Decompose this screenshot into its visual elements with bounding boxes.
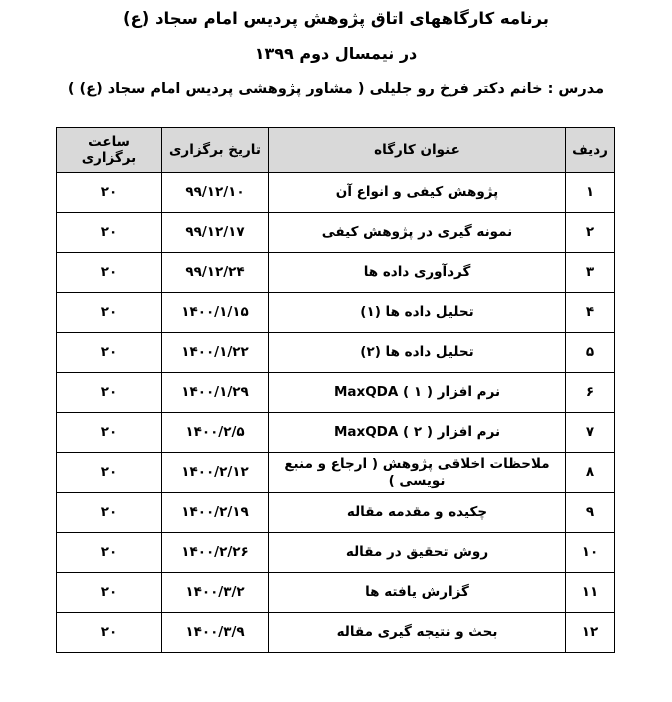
cell-row-index: ۲ xyxy=(565,212,615,253)
document-heading: برنامه کارگاههای اتاق پژوهش پردیس امام س… xyxy=(0,0,672,98)
cell-workshop-hours: ۲۰ xyxy=(56,252,162,293)
schedule-table-container: ردیف عنوان کارگاه تاریخ برگزاری ساعت برگ… xyxy=(56,127,615,653)
table-row: ۷ نرم افزار MaxQDA ( ۲ ) ۱۴۰۰/۲/۵ ۲۰ xyxy=(56,412,615,453)
table-row: ۳ گردآوری داده ها ۹۹/۱۲/۲۴ ۲۰ xyxy=(56,252,615,293)
cell-workshop-date: ۱۴۰۰/۲/۱۲ xyxy=(161,452,269,493)
cell-workshop-title: تحلیل داده ها (۱) xyxy=(268,292,566,333)
cell-workshop-title: روش تحقیق در مقاله xyxy=(268,532,566,573)
cell-workshop-date: ۱۴۰۰/۲/۲۶ xyxy=(161,532,269,573)
table-row: ۲ نمونه گیری در پژوهش کیفی ۹۹/۱۲/۱۷ ۲۰ xyxy=(56,212,615,253)
cell-workshop-hours: ۲۰ xyxy=(56,372,162,413)
document-title-semester: در نیمسال دوم ۱۳۹۹ xyxy=(254,43,418,63)
table-row: ۴ تحلیل داده ها (۱) ۱۴۰۰/۱/۱۵ ۲۰ xyxy=(56,292,615,333)
workshop-schedule-table: ردیف عنوان کارگاه تاریخ برگزاری ساعت برگ… xyxy=(56,127,615,653)
cell-row-index: ۱۱ xyxy=(565,572,615,613)
cell-workshop-date: ۱۴۰۰/۲/۱۹ xyxy=(161,492,269,533)
cell-workshop-hours: ۲۰ xyxy=(56,452,162,493)
cell-workshop-date: ۱۴۰۰/۲/۵ xyxy=(161,412,269,453)
cell-workshop-title: نرم افزار MaxQDA ( ۲ ) xyxy=(268,412,566,453)
cell-workshop-title: نرم افزار MaxQDA ( ۱ ) xyxy=(268,372,566,413)
cell-workshop-date: ۹۹/۱۲/۱۰ xyxy=(161,172,269,213)
column-header-index: ردیف xyxy=(565,127,615,173)
cell-workshop-date: ۱۴۰۰/۳/۲ xyxy=(161,572,269,613)
table-row: ۱۱ گزارش یافته ها ۱۴۰۰/۳/۲ ۲۰ xyxy=(56,572,615,613)
cell-workshop-date: ۹۹/۱۲/۱۷ xyxy=(161,212,269,253)
cell-workshop-date: ۱۴۰۰/۳/۹ xyxy=(161,612,269,653)
column-header-hours: ساعت برگزاری xyxy=(56,127,162,173)
cell-row-index: ۸ xyxy=(565,452,615,493)
cell-workshop-hours: ۲۰ xyxy=(56,572,162,613)
cell-workshop-title: چکیده و مقدمه مقاله xyxy=(268,492,566,533)
cell-row-index: ۴ xyxy=(565,292,615,333)
cell-row-index: ۵ xyxy=(565,332,615,373)
cell-workshop-hours: ۲۰ xyxy=(56,412,162,453)
table-header: ردیف عنوان کارگاه تاریخ برگزاری ساعت برگ… xyxy=(56,127,615,173)
table-row: ۱۰ روش تحقیق در مقاله ۱۴۰۰/۲/۲۶ ۲۰ xyxy=(56,532,615,573)
cell-workshop-title: گزارش یافته ها xyxy=(268,572,566,613)
cell-row-index: ۶ xyxy=(565,372,615,413)
cell-workshop-title: گردآوری داده ها xyxy=(268,252,566,293)
column-header-title: عنوان کارگاه xyxy=(268,127,566,173)
cell-workshop-date: ۹۹/۱۲/۲۴ xyxy=(161,252,269,293)
cell-workshop-title: پژوهش کیفی و انواع آن xyxy=(268,172,566,213)
table-header-row: ردیف عنوان کارگاه تاریخ برگزاری ساعت برگ… xyxy=(56,127,615,173)
table-row: ۵ تحلیل داده ها (۲) ۱۴۰۰/۱/۲۲ ۲۰ xyxy=(56,332,615,373)
cell-workshop-title: ملاحظات اخلاقی پژوهش ( ارجاع و منبع نویس… xyxy=(268,452,566,493)
cell-row-index: ۱۲ xyxy=(565,612,615,653)
column-header-date: تاریخ برگزاری xyxy=(161,127,269,173)
table-row: ۶ نرم افزار MaxQDA ( ۱ ) ۱۴۰۰/۱/۲۹ ۲۰ xyxy=(56,372,615,413)
cell-workshop-date: ۱۴۰۰/۱/۱۵ xyxy=(161,292,269,333)
cell-row-index: ۱۰ xyxy=(565,532,615,573)
cell-workshop-date: ۱۴۰۰/۱/۲۲ xyxy=(161,332,269,373)
cell-workshop-hours: ۲۰ xyxy=(56,332,162,373)
cell-workshop-hours: ۲۰ xyxy=(56,292,162,333)
cell-workshop-hours: ۲۰ xyxy=(56,612,162,653)
table-row: ۹ چکیده و مقدمه مقاله ۱۴۰۰/۲/۱۹ ۲۰ xyxy=(56,492,615,533)
instructor-line: مدرس : خانم دکتر فرخ رو جلیلی ( مشاور پژ… xyxy=(67,80,605,97)
cell-workshop-title: تحلیل داده ها (۲) xyxy=(268,332,566,373)
table-row: ۱۲ بحث و نتیجه گیری مقاله ۱۴۰۰/۳/۹ ۲۰ xyxy=(56,612,615,653)
cell-row-index: ۳ xyxy=(565,252,615,293)
document-title-primary: برنامه کارگاههای اتاق پژوهش پردیس امام س… xyxy=(122,9,550,28)
cell-row-index: ۷ xyxy=(565,412,615,453)
cell-workshop-hours: ۲۰ xyxy=(56,532,162,573)
cell-workshop-title: بحث و نتیجه گیری مقاله xyxy=(268,612,566,653)
cell-row-index: ۱ xyxy=(565,172,615,213)
cell-workshop-title: نمونه گیری در پژوهش کیفی xyxy=(268,212,566,253)
cell-row-index: ۹ xyxy=(565,492,615,533)
cell-workshop-hours: ۲۰ xyxy=(56,212,162,253)
cell-workshop-hours: ۲۰ xyxy=(56,172,162,213)
table-body: ۱ پژوهش کیفی و انواع آن ۹۹/۱۲/۱۰ ۲۰ ۲ نمونه گ… xyxy=(56,172,615,653)
cell-workshop-hours: ۲۰ xyxy=(56,492,162,533)
table-row: ۸ ملاحظات اخلاقی پژوهش ( ارجاع و منبع نوی… xyxy=(56,452,615,493)
cell-workshop-date: ۱۴۰۰/۱/۲۹ xyxy=(161,372,269,413)
table-row: ۱ پژوهش کیفی و انواع آن ۹۹/۱۲/۱۰ ۲۰ xyxy=(56,172,615,213)
